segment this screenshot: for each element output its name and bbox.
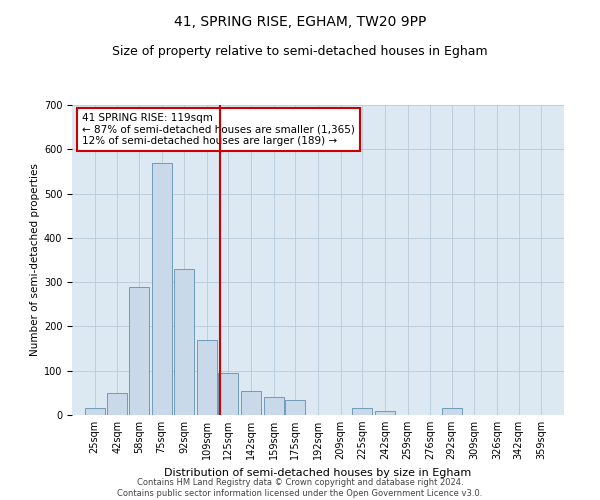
Bar (152, 162, 172, 415)
Bar (264, 398, 284, 415)
Bar (241, 390, 261, 415)
Text: 41 SPRING RISE: 119sqm
← 87% of semi-detached houses are smaller (1,365)
12% of : 41 SPRING RISE: 119sqm ← 87% of semi-det… (82, 113, 355, 146)
Bar (107, 393, 127, 415)
Text: Contains HM Land Registry data © Crown copyright and database right 2024.
Contai: Contains HM Land Registry data © Crown c… (118, 478, 482, 498)
X-axis label: Distribution of semi-detached houses by size in Egham: Distribution of semi-detached houses by … (164, 468, 472, 477)
Bar (218, 373, 238, 415)
Text: Size of property relative to semi-detached houses in Egham: Size of property relative to semi-detach… (112, 45, 488, 58)
Bar (85, 408, 105, 415)
Bar (174, 269, 194, 415)
Bar (352, 408, 372, 415)
Bar (129, 286, 149, 415)
Y-axis label: Number of semi-detached properties: Number of semi-detached properties (29, 164, 40, 356)
Bar (375, 412, 395, 415)
Bar (197, 340, 217, 415)
Bar (285, 400, 305, 415)
Text: 41, SPRING RISE, EGHAM, TW20 9PP: 41, SPRING RISE, EGHAM, TW20 9PP (174, 15, 426, 29)
Bar (442, 408, 462, 415)
